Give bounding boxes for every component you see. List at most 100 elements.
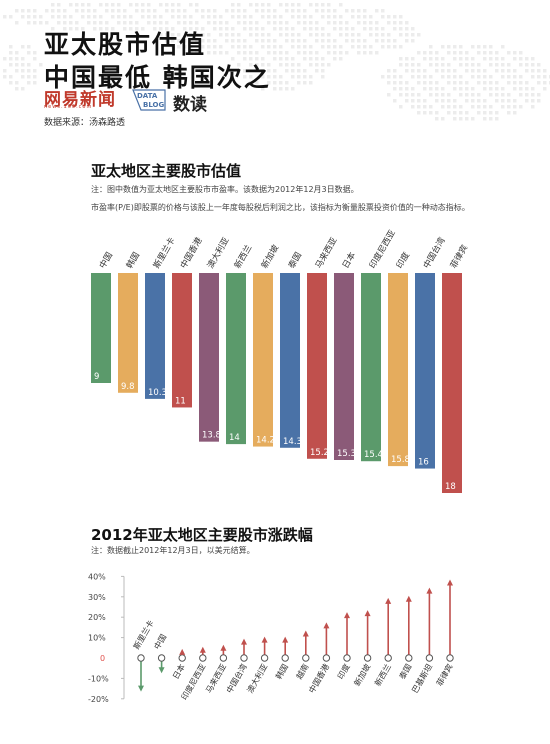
change-category-label: 泰国: [397, 662, 414, 681]
brand-domain: news.163.com: [44, 104, 93, 110]
y-tick-label: 10%: [88, 634, 106, 643]
pe-bar: [118, 273, 138, 393]
change-origin-dot: [137, 654, 145, 662]
pe-category-label: 韩国: [124, 250, 142, 270]
arrow-head: [220, 644, 227, 651]
arrow-head: [364, 610, 371, 617]
change-origin-dot: [260, 654, 269, 662]
pe-value-label: 15.2: [310, 448, 329, 458]
change-chart: 40%30%20%10%0-10%-20%斯里兰卡中国日本印度尼西亚马来西亚中国…: [88, 572, 455, 703]
y-tick-label: 0: [100, 654, 105, 663]
pe-value-label: 16: [418, 458, 429, 468]
pe-value-label: 14.2: [256, 436, 275, 446]
pe-category-label: 新西兰: [232, 243, 254, 271]
arrow-head: [199, 646, 206, 653]
pe-category-label: 菲律宾: [448, 243, 470, 271]
y-tick-label: 30%: [88, 593, 106, 602]
arrow-head: [344, 612, 350, 619]
pe-value-label: 14: [229, 433, 240, 443]
data-reader-label: 数读: [173, 95, 207, 115]
section2-title: 2012年亚太地区主要股市涨跌幅: [91, 526, 313, 544]
pe-value-label: 13.8: [202, 431, 221, 441]
change-category-label: 日本: [170, 662, 187, 681]
pe-bar: [442, 273, 462, 493]
y-tick-label: -10%: [88, 674, 109, 683]
section1-title: 亚太地区主要股市估值: [91, 162, 242, 180]
section2-note: 注：数据截止2012年12月3日，以美元结算。: [91, 546, 255, 555]
y-tick-label: 20%: [88, 613, 106, 622]
change-category-label: 菲律宾: [434, 662, 455, 688]
pe-bar: [388, 273, 408, 467]
section1-description: 市盈率(P/E)即股票的价格与该股上一年度每股税后利润之比，该指标为衡量股票投资…: [91, 203, 470, 212]
change-category-label: 新加坡: [352, 662, 373, 688]
pe-category-label: 泰国: [286, 250, 304, 270]
pe-value-label: 9: [94, 372, 99, 382]
arrow-head: [138, 685, 144, 692]
datablog-logo: DATA BLOG: [132, 89, 166, 111]
pe-value-label: 15.4: [364, 450, 383, 460]
arrow-head: [158, 667, 165, 674]
world-map-dots: [3, 3, 550, 121]
pe-category-label: 印度: [394, 250, 412, 271]
pe-bar: [307, 273, 327, 459]
change-origin-dot: [384, 654, 392, 662]
pe-category-label: 中国: [97, 250, 115, 270]
pe-bar: [253, 273, 273, 447]
change-origin-dot: [363, 654, 372, 662]
arrow-head: [302, 630, 309, 637]
arrow-head: [179, 648, 186, 655]
change-origin-dot: [322, 654, 331, 662]
change-origin-dot: [178, 654, 186, 662]
pe-bar: [226, 273, 246, 445]
change-origin-dot: [219, 654, 228, 662]
pe-bar: [361, 273, 381, 462]
y-tick-label: 40%: [88, 572, 106, 581]
arrow-head: [385, 597, 392, 604]
pe-value-label: 18: [445, 482, 456, 492]
pe-category-label: 澳大利亚: [205, 235, 232, 270]
pe-category-label: 中国台湾: [421, 235, 448, 270]
data-source: 数据来源：汤森路透: [44, 118, 126, 128]
change-origin-dot: [281, 654, 289, 662]
arrow-head: [282, 636, 289, 643]
change-origin-dot: [240, 654, 248, 662]
pe-category-label: 印度尼西亚: [367, 228, 398, 271]
pe-bar: [172, 273, 192, 408]
pe-category-label: 马来西亚: [314, 236, 340, 271]
pe-value-label: 10.3: [148, 388, 167, 398]
pe-value-label: 15.3: [337, 449, 356, 459]
pe-bar: [280, 273, 300, 448]
pe-category-label: 中国香港: [178, 235, 205, 270]
pe-category-label: 斯里兰卡: [151, 235, 178, 270]
pe-value-label: 11: [175, 396, 186, 406]
section1-note: 注：图中数值为亚太地区主要股市市盈率。该数据为2012年12月3日数据。: [91, 185, 359, 194]
change-origin-dot: [405, 654, 413, 662]
change-category-label: 韩国: [273, 662, 290, 681]
main-title: 亚太股市估值: [44, 30, 207, 59]
change-origin-dot: [425, 654, 434, 662]
pe-ratio-chart: 中国 9 韩国 9.8 斯里兰卡 10.3 中国香港 11 澳大利亚 13.8 新西兰 14 新加坡 14…: [91, 228, 470, 493]
svg-text:DATA: DATA: [137, 92, 158, 100]
change-category-label: 越南: [294, 662, 311, 681]
change-origin-dot: [302, 654, 310, 662]
change-category-label: 中国: [152, 632, 169, 651]
arrow-head: [447, 579, 453, 586]
arrow-head: [261, 636, 268, 643]
svg-text:网易新闻: 网易新闻: [44, 89, 116, 110]
header-banner: 亚太股市估值 中国最低 韩国次之 网易新闻 news.163.com 数据来源：…: [0, 0, 550, 140]
arrow-head: [405, 595, 412, 602]
arrow-head: [323, 622, 330, 629]
change-category-label: 新西兰: [372, 662, 393, 688]
pe-bar: [199, 273, 219, 442]
change-origin-dot: [446, 654, 454, 662]
change-origin-dot: [343, 654, 351, 662]
change-origin-dot: [157, 654, 166, 662]
pe-category-label: 新加坡: [259, 242, 282, 270]
pe-bar: [415, 273, 435, 469]
pe-bar: [91, 273, 111, 383]
change-origin-dot: [199, 654, 207, 662]
pe-bar: [145, 273, 165, 399]
pe-category-label: 日本: [340, 250, 358, 271]
arrow-head: [426, 587, 433, 594]
change-category-label: 印度: [335, 662, 352, 681]
